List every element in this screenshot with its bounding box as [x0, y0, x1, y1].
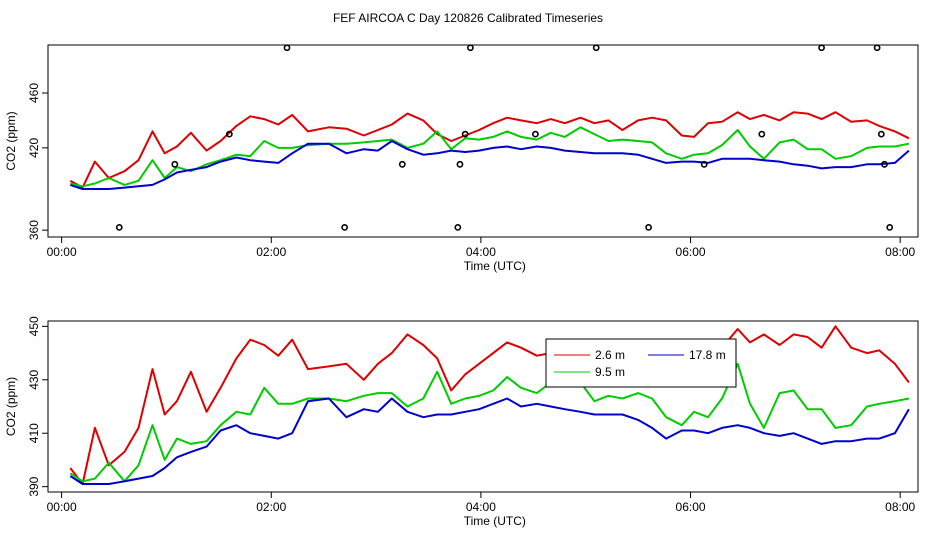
legend-label: 17.8 m [689, 348, 726, 362]
figure-title: FEF AIRCOA C Day 120826 Calibrated Times… [333, 11, 603, 25]
series-line-2-6-m [69, 111, 910, 189]
data-point [461, 130, 469, 138]
data-point [225, 130, 233, 138]
data-point [873, 44, 881, 52]
data-point [398, 160, 406, 168]
y-axis-title: CO2 (ppm) [4, 111, 18, 170]
y-tick-label: 450 [27, 316, 41, 336]
x-axis-title: Time (UTC) [464, 514, 526, 528]
x-tick-label: 08:00 [885, 500, 915, 514]
series-line-9-5-m [69, 362, 910, 483]
series-line-2-6-m [69, 325, 910, 485]
data-point [115, 223, 123, 231]
series-line-9-5-m [70, 126, 910, 188]
y-tick-label: 390 [27, 476, 41, 496]
x-tick-label: 02:00 [256, 500, 286, 514]
legend-box [545, 338, 737, 388]
data-point [592, 44, 600, 52]
data-point [886, 223, 894, 231]
series-line-17-8-m [69, 140, 910, 190]
y-tick-label: 460 [27, 83, 41, 103]
series-line-17-8-m [69, 397, 910, 485]
x-tick-label: 04:00 [466, 500, 496, 514]
x-tick-label: 00:00 [47, 245, 77, 259]
y-tick-label: 430 [27, 369, 41, 389]
data-point [818, 44, 825, 52]
x-tick-label: 08:00 [885, 245, 915, 259]
plot-frame [47, 44, 919, 238]
data-point [645, 223, 653, 231]
x-tick-label: 02:00 [256, 245, 286, 259]
data-point [467, 44, 474, 52]
plot-frame [47, 320, 919, 493]
x-tick-label: 00:00 [47, 500, 77, 514]
data-point [700, 160, 708, 168]
x-tick-label: 04:00 [466, 245, 496, 259]
y-tick-label: 410 [27, 423, 41, 443]
legend-label: 2.6 m [595, 348, 625, 362]
x-tick-label: 06:00 [676, 500, 706, 514]
y-tick-label: 420 [27, 138, 41, 158]
top-panel: 00:00 02:00 04:00 06:00 08:00 360 420 460 Time (… [4, 44, 919, 273]
x-tick-label: 06:00 [676, 245, 706, 259]
legend-label: 9.5 m [595, 365, 625, 379]
data-point [283, 44, 291, 52]
bottom-panel: 00:00 02:00 04:00 06:00 08:00 390 410 430 450 Tim… [4, 316, 919, 528]
x-axis-title: Time (UTC) [464, 259, 526, 273]
data-point [877, 130, 885, 138]
data-point [881, 160, 888, 168]
data-point [758, 130, 766, 138]
data-point [171, 160, 179, 168]
data-point [454, 223, 462, 231]
y-tick-label: 360 [27, 220, 41, 240]
data-point [532, 130, 539, 138]
data-point [341, 223, 349, 231]
legend: 2.6 m 17.8 m 9.5 m [545, 338, 737, 388]
data-point [456, 160, 464, 168]
y-axis-title: CO2 (ppm) [4, 377, 18, 436]
